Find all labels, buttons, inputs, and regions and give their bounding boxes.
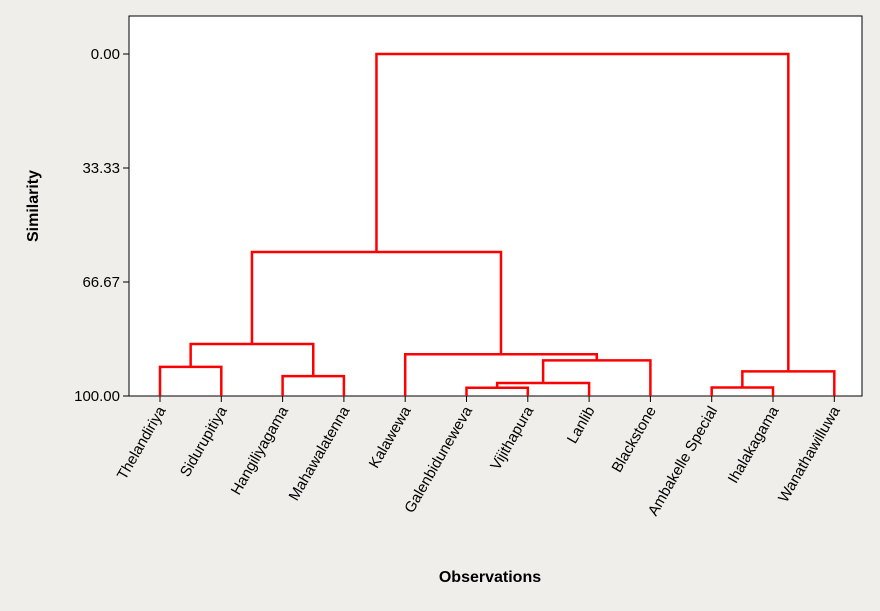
y-tick-label: 66.67 — [82, 274, 120, 291]
x-axis-title: Observations — [439, 569, 541, 586]
plot-area — [128, 15, 863, 397]
y-tick-label: 33.33 — [82, 160, 120, 177]
y-tick-label: 100.00 — [74, 388, 120, 405]
dendrogram-links — [158, 52, 836, 396]
y-axis-title: Similarity — [25, 170, 42, 242]
y-tick-label: 0.00 — [91, 46, 120, 63]
y-axis: 0.00 33.33 66.67 100.00 — [74, 46, 129, 405]
dendrogram-link — [375, 52, 790, 372]
